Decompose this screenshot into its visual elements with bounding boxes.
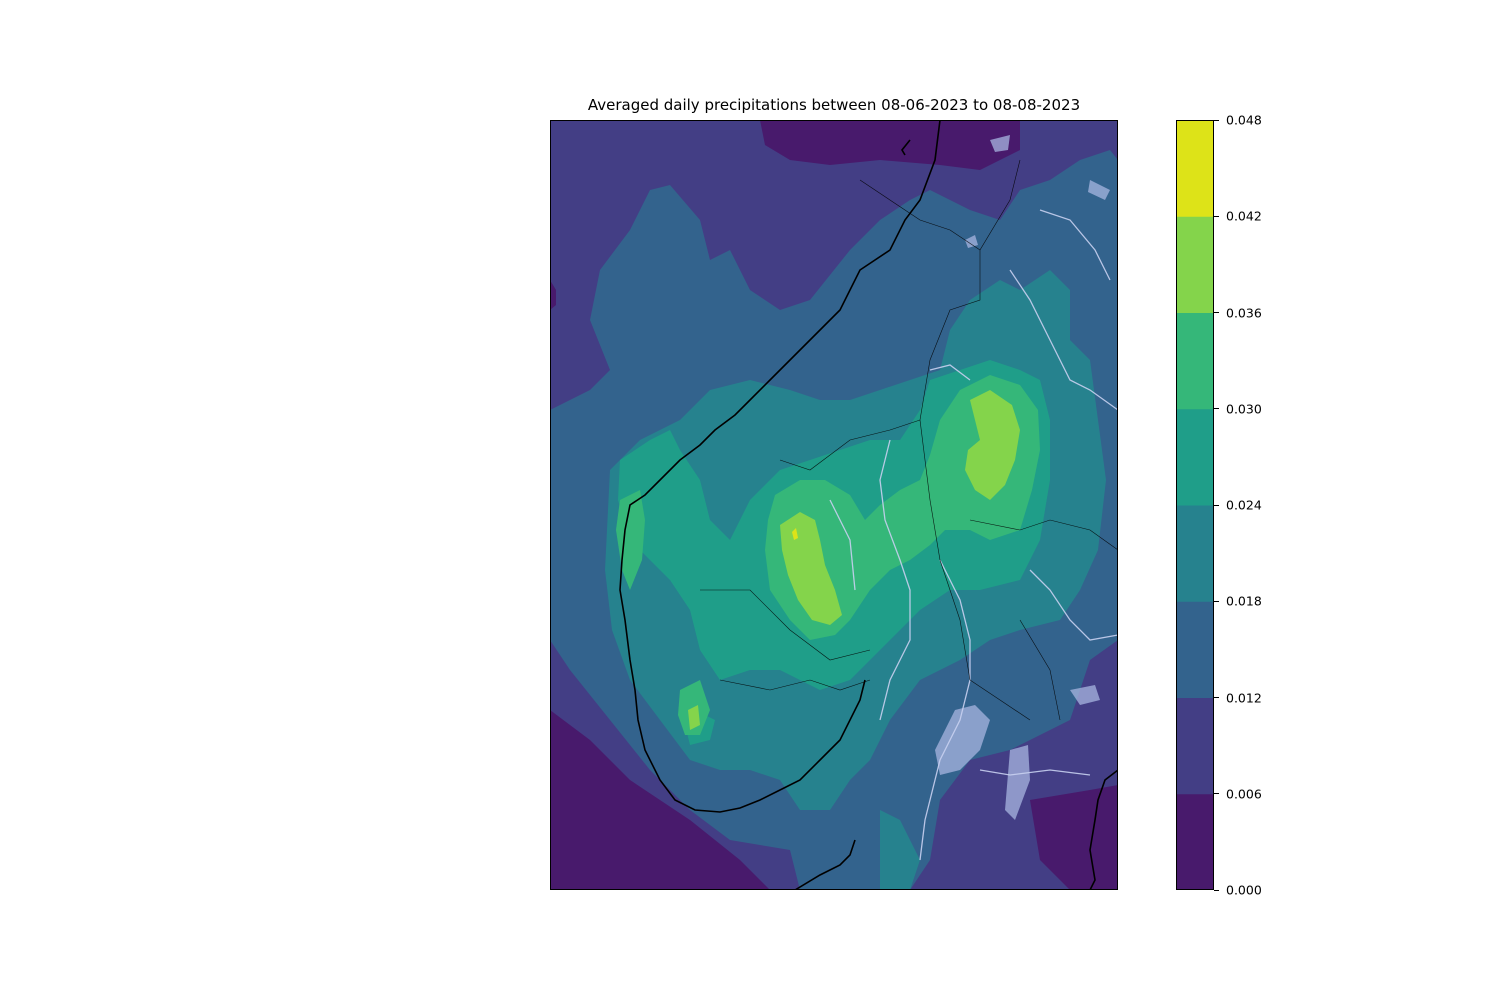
colorbar-tick-mark [1214,697,1219,698]
colorbar-segment [1176,216,1214,313]
colorbar [1176,120,1214,890]
colorbar-segment [1176,601,1214,698]
colorbar-segment [1176,505,1214,602]
colorbar-tick-mark [1214,215,1219,217]
colorbar-tick-mark [1214,793,1219,795]
administrative-borders [700,159,1118,721]
colorbar-tick-label: 0.012 [1226,690,1262,705]
coastline [619,120,1118,890]
contour-level-0.018-south [880,810,920,890]
contour-level-0.036 [780,512,842,625]
lakes [935,135,1110,820]
map-border [550,120,1118,890]
rivers [829,209,1118,861]
colorbar-tick-label: 0.048 [1226,112,1262,128]
precipitation-map [550,120,1118,890]
colorbar-segment [1176,793,1214,890]
colorbar-tick-label: 0.000 [1226,882,1262,898]
colorbar-border [1176,120,1214,890]
colorbar-tick-label: 0.036 [1226,305,1262,320]
colorbar-segment [1176,697,1214,795]
contour-level-0.030 [616,490,645,590]
colorbar-tick-mark [1214,600,1219,602]
colorbar-tick-label: 0.024 [1226,497,1262,513]
colorbar-tick-mark [1214,408,1219,410]
colorbar-tick-mark [1214,504,1219,506]
colorbar-tick-label: 0.006 [1226,786,1262,802]
colorbar-tick-label: 0.030 [1226,401,1262,417]
contour-level-0.042 [792,528,798,540]
contour-level-0.036-east [965,390,1020,500]
colorbar-segment [1176,120,1214,217]
chart-title: Averaged daily precipitations between 08… [587,96,1081,114]
colorbar-tick-mark [1214,889,1219,891]
colorbar-tick-mark [1214,119,1219,121]
colorbar-tick-label: 0.042 [1226,208,1262,224]
contour-level-0.036-sw [688,705,700,730]
contour-low-southwest [550,710,770,890]
colorbar-tick-label: 0.018 [1226,593,1262,609]
colorbar-segment [1176,408,1214,506]
colorbar-tick-mark [1214,312,1219,313]
colorbar-segment [1176,312,1214,410]
contour-low-top [760,120,1020,170]
contour-low-west [550,280,556,310]
contour-level-0.030-center [765,375,1040,640]
